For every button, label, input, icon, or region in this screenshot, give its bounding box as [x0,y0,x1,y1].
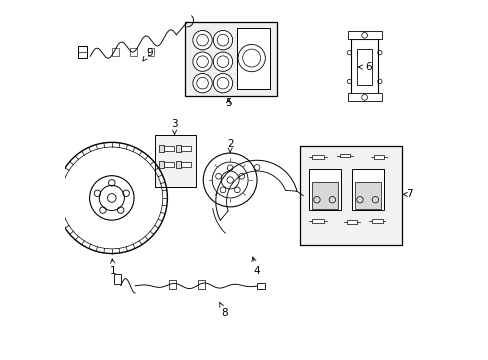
Text: 7: 7 [402,189,412,199]
Bar [180,162,190,167]
Bar [176,161,181,168]
Bar [312,219,323,224]
Bar [351,169,384,211]
Bar [237,28,269,89]
Bar [180,146,190,150]
Bar [185,22,276,96]
Circle shape [226,177,233,183]
Text: 1: 1 [110,259,117,276]
Bar [347,31,381,39]
Bar [346,220,356,225]
Bar [311,182,338,209]
Circle shape [192,73,212,93]
Circle shape [107,194,116,202]
Bar [354,182,381,209]
Circle shape [192,52,212,71]
Text: 8: 8 [219,302,227,318]
Circle shape [192,31,212,50]
Bar [113,274,121,284]
Bar [163,162,174,167]
Bar [339,154,349,157]
Bar [112,48,119,56]
Text: 5: 5 [224,98,231,108]
Bar [373,154,384,159]
Bar [308,169,341,211]
Bar [347,93,381,101]
Text: 3: 3 [171,120,178,135]
Circle shape [213,31,232,50]
Bar [257,283,264,289]
Bar [130,48,136,56]
Circle shape [238,44,265,72]
Bar [198,280,204,289]
Bar [78,45,87,58]
Bar [356,49,371,85]
Bar [169,280,176,289]
Text: 2: 2 [226,139,233,152]
Text: 9: 9 [142,48,152,61]
Bar [155,135,196,187]
Bar [163,146,174,150]
Bar [148,48,154,56]
Text: 4: 4 [251,257,260,276]
Bar [159,161,164,168]
Bar [371,220,382,223]
Circle shape [213,52,232,71]
Bar [159,145,164,152]
Bar [312,154,323,159]
Bar [176,145,181,152]
Bar [300,146,402,244]
Circle shape [213,73,232,93]
Bar [350,39,377,95]
Text: 6: 6 [358,62,371,72]
